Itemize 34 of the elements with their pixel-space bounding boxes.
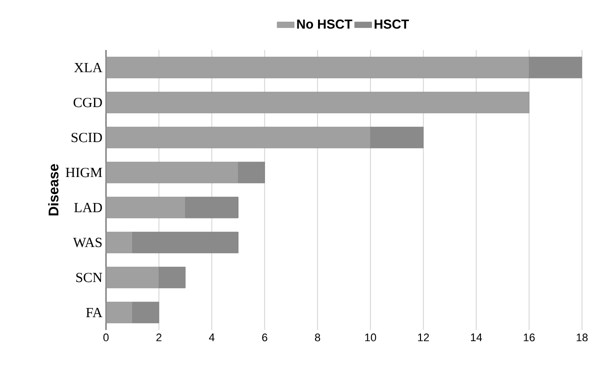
bar [106, 126, 371, 148]
bar [106, 56, 530, 78]
bar [106, 196, 186, 218]
y-tick-label: CGD [74, 98, 102, 108]
y-tick-label: HIGM [66, 168, 102, 178]
y-tick-label: XLA [74, 62, 102, 72]
y-tick-label: SCN [76, 272, 102, 282]
bar [158, 266, 186, 288]
bar [185, 196, 238, 218]
x-tick-label: 10 [365, 334, 376, 342]
bar [106, 266, 160, 288]
y-tick-label: WAS [73, 238, 102, 248]
bar [106, 92, 530, 114]
bar [106, 302, 133, 324]
x-tick-label: 0 [103, 334, 109, 342]
x-tick-label: 12 [418, 334, 429, 342]
bar [370, 126, 424, 148]
bar [106, 232, 133, 254]
legend-label: HSCT [374, 20, 409, 29]
x-tick-label: 2 [156, 334, 162, 342]
x-tick-label: 18 [576, 334, 588, 342]
legend-label: No HSCT [297, 20, 352, 29]
x-tick-label: 14 [470, 334, 482, 342]
y-axis-title: Disease [48, 164, 58, 216]
x-tick-label: 4 [208, 334, 215, 342]
bar [106, 162, 238, 184]
y-tick-label: SCID [72, 132, 102, 142]
x-tick-label: 6 [262, 334, 268, 342]
y-tick-label: LAD [74, 202, 102, 212]
x-tick-label: 16 [524, 334, 535, 342]
x-tick-label: 8 [314, 334, 320, 342]
bar [132, 232, 238, 254]
bar [238, 162, 265, 184]
y-tick-label: FA [86, 308, 102, 318]
